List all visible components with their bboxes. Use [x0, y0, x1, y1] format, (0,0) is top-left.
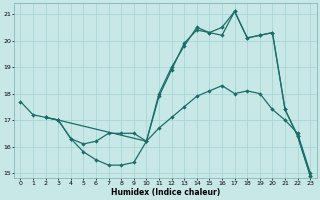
X-axis label: Humidex (Indice chaleur): Humidex (Indice chaleur) [111, 188, 220, 197]
